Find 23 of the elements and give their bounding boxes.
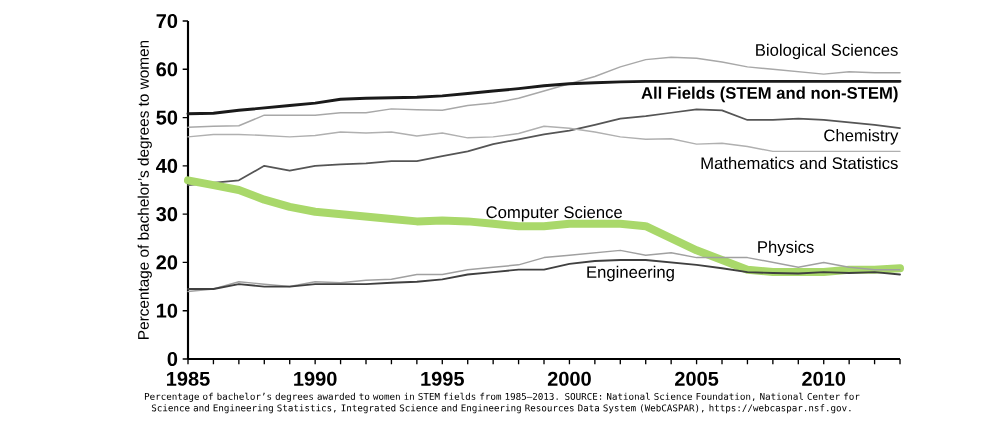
y-tick-label: 30 — [156, 207, 178, 222]
x-tick-label: 1990 — [294, 371, 337, 386]
y-tick-label: 70 — [156, 13, 178, 29]
x-tick-label: 1995 — [421, 371, 464, 386]
series-label: Physics — [758, 240, 814, 257]
y-tick-label: 60 — [156, 62, 178, 77]
text: Percentage of bachelor’s degrees awarded to women in STEM fields from 1985–2013. SOURCE: National Science Foundation, National Center for Science and Engineering Statistics, Integrated Science and Engineering Resources Data System (WebCASPAR), https://webcaspar.nsf.gov. — [144, 392, 860, 414]
y-tick-label: 50 — [156, 110, 178, 125]
x-tick-label: 2000 — [547, 371, 591, 386]
x-tick-label: 1985 — [167, 371, 210, 386]
series-label: Mathematics and Statistics — [701, 156, 898, 170]
series-label: Chemistry — [824, 129, 899, 145]
x-tick-label: 2010 — [802, 371, 846, 386]
series-label: Computer Science — [486, 205, 622, 222]
series-label: Engineering — [587, 265, 674, 282]
x-tick-label: 2005 — [675, 371, 719, 386]
series-label: Biological Sciences — [756, 43, 898, 60]
y-tick-label: 20 — [156, 255, 178, 270]
y-tick-label: 0 — [167, 351, 178, 367]
y-tick-label: 10 — [156, 303, 178, 318]
series-label: All Fields (STEM and non-STEM) — [641, 86, 898, 103]
y-tick-label: 40 — [156, 158, 178, 173]
y-axis-title: Percentage of bachelor’s degrees to women — [137, 40, 152, 339]
